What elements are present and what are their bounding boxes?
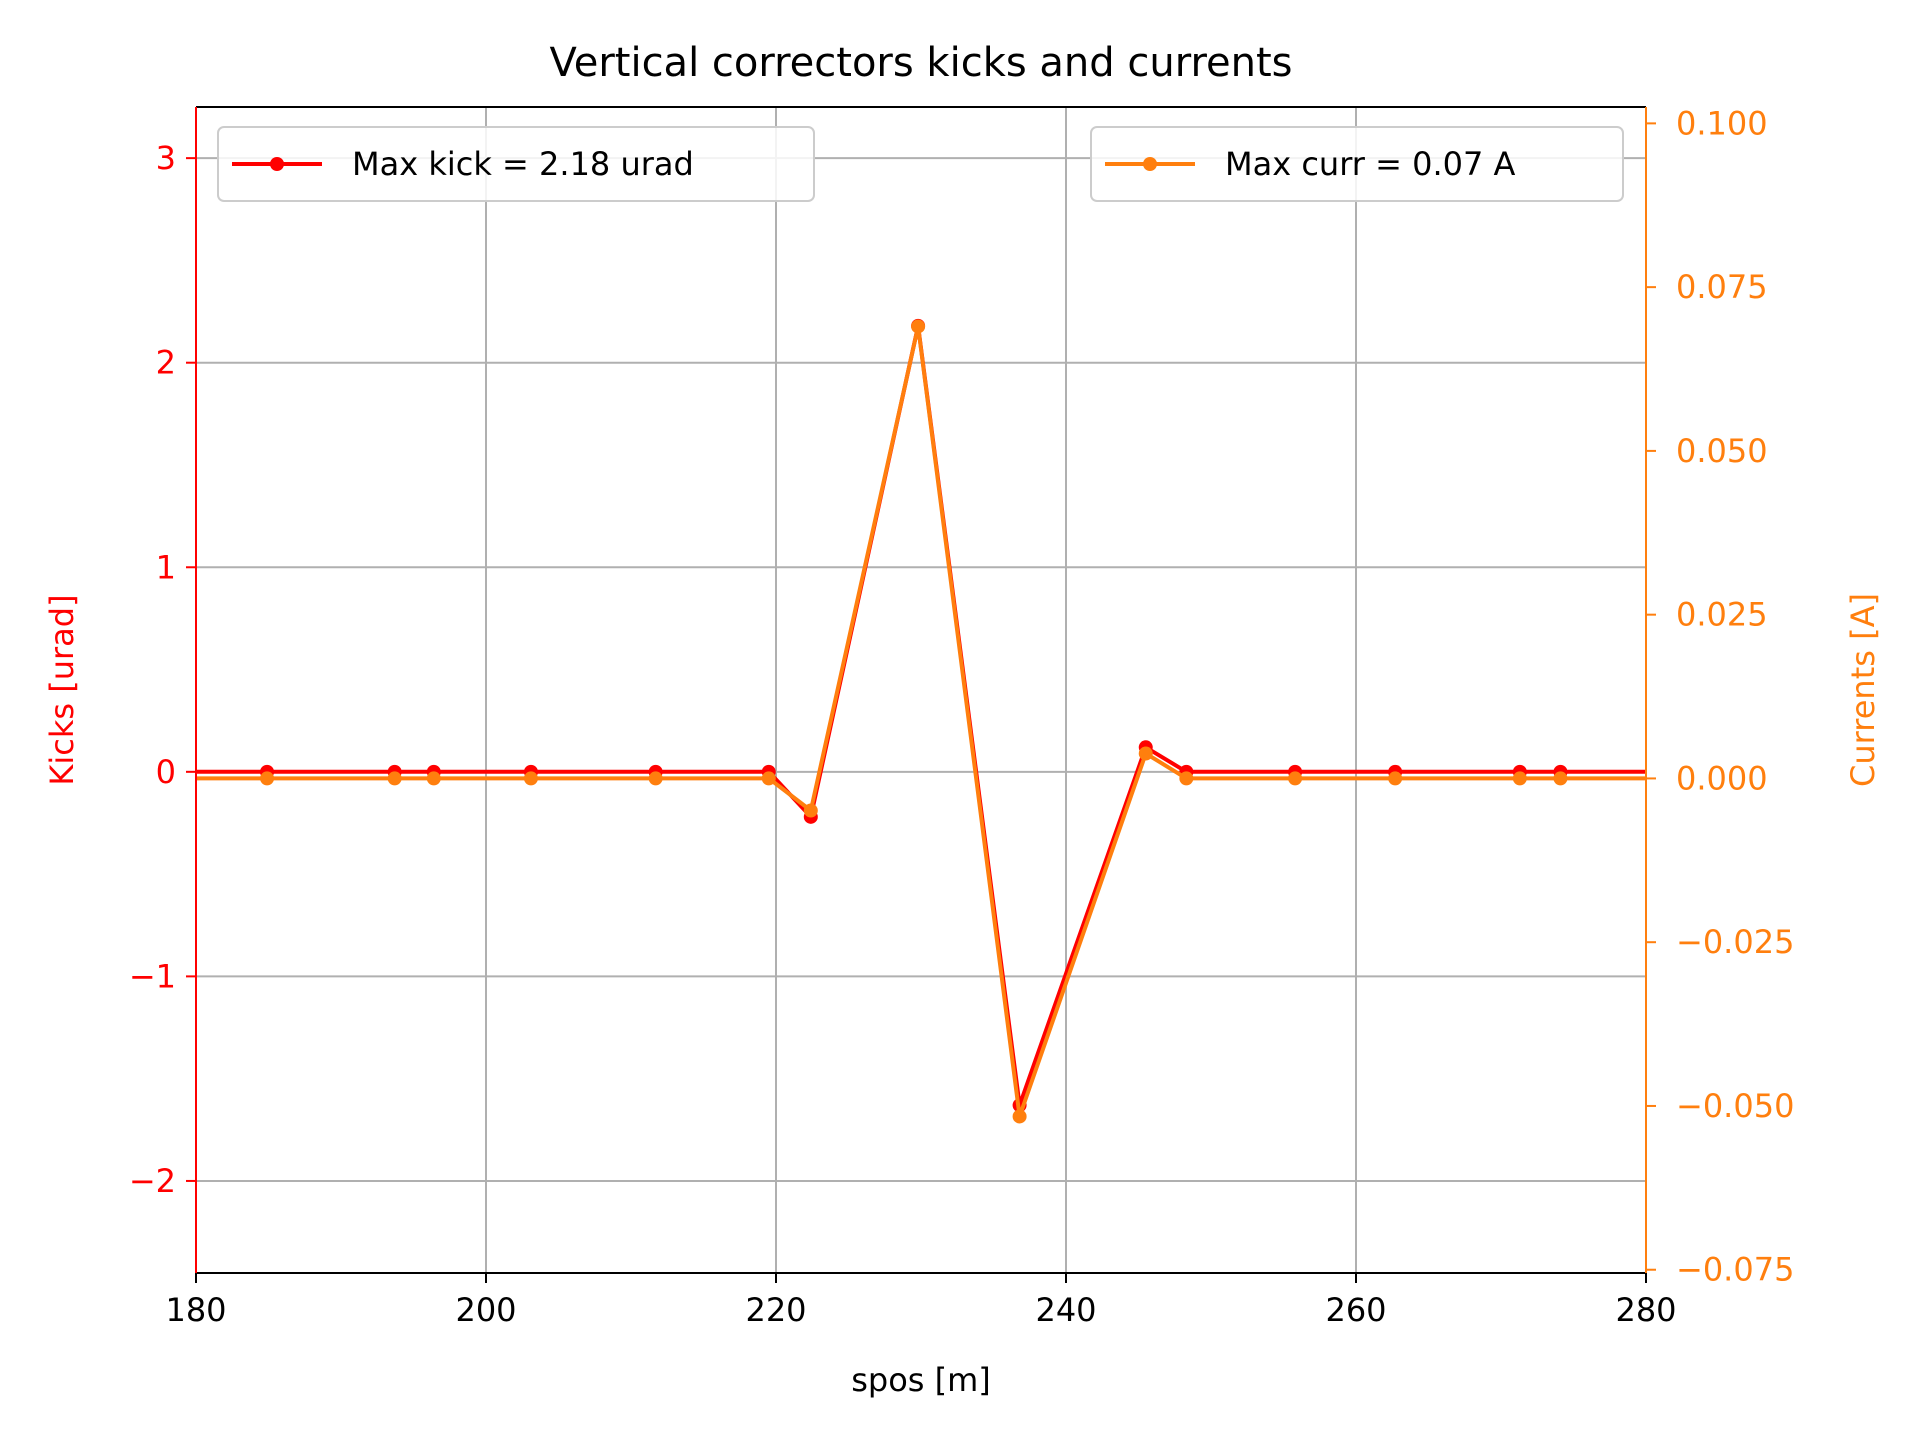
right-tick-label: −0.050 (1676, 1087, 1794, 1125)
right-tick-label: 0.000 (1676, 759, 1768, 797)
left-y-axis-label: Kicks [urad] (43, 594, 81, 785)
x-tick-label: 280 (1615, 1291, 1676, 1329)
current-point (803, 803, 818, 818)
x-axis-label: spos [m] (851, 1361, 991, 1399)
right-tick-label: 0.025 (1676, 596, 1768, 634)
current-point (1388, 771, 1403, 786)
right-y-axis-label: Currents [A] (1844, 593, 1882, 787)
current-point (387, 771, 402, 786)
legend-label: Max curr = 0.07 A (1225, 145, 1516, 183)
left-tick-label: −1 (129, 957, 176, 995)
right-tick-label: 0.050 (1676, 432, 1768, 470)
legend-label: Max kick = 2.18 urad (352, 145, 694, 183)
x-tick-label: 220 (745, 1291, 806, 1329)
current-point (1512, 771, 1527, 786)
left-tick-label: 1 (156, 548, 176, 586)
current-point (260, 771, 275, 786)
current-point (1553, 771, 1568, 786)
tick-labels: 180 200 220 240 260 280 −2 −1 0 1 2 3 −0.075 −0.050 −0… (129, 104, 1795, 1329)
legend-marker (1143, 157, 1157, 171)
legend-marker (270, 157, 284, 171)
plot-series (196, 318, 1646, 1124)
current-point (426, 771, 441, 786)
left-tick-label: 2 (156, 344, 176, 382)
legend-currents: Max curr = 0.07 A (1090, 126, 1624, 202)
current-point (911, 319, 926, 334)
x-tick-label: 200 (455, 1291, 516, 1329)
x-tick-label: 240 (1035, 1291, 1096, 1329)
left-tick-label: −2 (129, 1162, 176, 1200)
current-point (1138, 746, 1153, 761)
legend-kicks: Max kick = 2.18 urad (217, 126, 815, 202)
current-point (523, 771, 538, 786)
legend-box (1090, 126, 1624, 202)
left-tick-label: 0 (156, 753, 176, 791)
right-tick-label: −0.025 (1676, 923, 1794, 961)
current-point (1179, 771, 1194, 786)
current-point (1012, 1109, 1027, 1124)
legend-box (217, 126, 815, 202)
legends: Max kick = 2.18 urad Max curr = 0.07 A (217, 126, 1624, 202)
left-tick-label: 3 (156, 139, 176, 177)
chart-title: Vertical correctors kicks and currents (549, 40, 1292, 86)
x-tick-label: 180 (165, 1291, 226, 1329)
current-point (648, 771, 663, 786)
current-point (761, 771, 776, 786)
current-point (1288, 771, 1303, 786)
right-tick-label: 0.100 (1676, 104, 1768, 142)
right-tick-label: −0.075 (1676, 1251, 1794, 1289)
axes (186, 106, 1656, 1283)
x-tick-label: 260 (1325, 1291, 1386, 1329)
right-tick-label: 0.075 (1676, 268, 1768, 306)
